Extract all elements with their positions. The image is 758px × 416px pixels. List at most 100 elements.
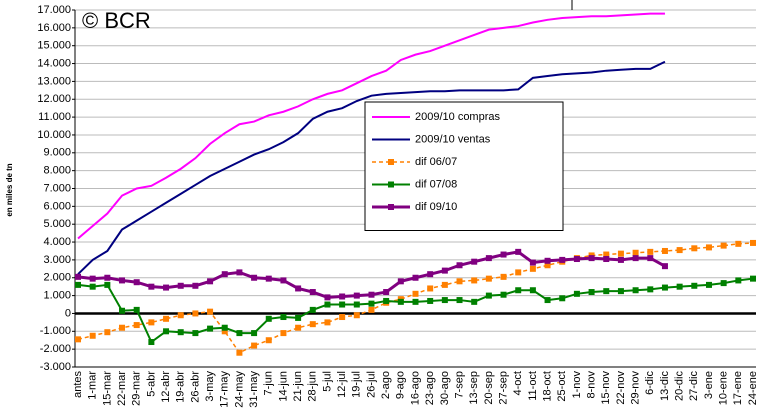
point-marker (163, 328, 170, 335)
point-marker (163, 315, 170, 322)
point-marker (441, 297, 448, 304)
y-tick-label: 3.000 (43, 254, 71, 266)
x-tick-label: 13-dic (659, 371, 671, 401)
x-tick-label: 17-ene (732, 371, 744, 405)
x-tick-label: 19-jul (351, 371, 363, 398)
y-tick-label: 2.000 (43, 272, 71, 284)
x-tick-label: 1-nov (571, 371, 583, 399)
x-tick-label: 19-abr (175, 371, 187, 403)
point-marker (485, 292, 492, 299)
y-tick-label: 15.000 (37, 40, 71, 52)
y-tick-label: 8.000 (43, 165, 71, 177)
point-marker (280, 330, 287, 337)
point-marker (89, 332, 96, 339)
x-tick-label: 29-mar (131, 371, 143, 406)
point-marker (75, 273, 81, 280)
y-tick-label: 10.000 (37, 129, 71, 141)
point-marker (573, 290, 580, 297)
x-tick-label: 6-dic (644, 371, 656, 395)
point-marker (309, 321, 316, 328)
y-tick-label: 16.000 (37, 22, 71, 34)
point-marker (324, 294, 331, 301)
legend-marker (388, 204, 394, 210)
point-marker (485, 275, 492, 282)
legend-label: dif 06/07 (415, 156, 457, 168)
point-marker (661, 263, 668, 270)
point-marker (720, 280, 727, 287)
point-marker (632, 249, 639, 256)
point-marker (368, 300, 375, 307)
point-marker (207, 308, 214, 315)
point-marker (251, 330, 258, 337)
point-marker (295, 285, 302, 292)
point-marker (339, 293, 346, 300)
x-tick-label: 24-ene (747, 371, 758, 405)
point-marker (192, 330, 199, 337)
point-marker (353, 292, 360, 299)
point-marker (177, 312, 184, 319)
x-tick-label: 11-oct (527, 371, 539, 401)
x-tick-label: 22-nov (615, 371, 627, 405)
x-tick-label: 5-jul (321, 371, 333, 392)
point-marker (75, 281, 81, 288)
point-marker (104, 281, 111, 288)
point-marker (471, 298, 478, 305)
x-tick-label: 24-may (233, 371, 245, 408)
point-marker (221, 324, 228, 331)
point-marker (515, 248, 522, 255)
point-marker (544, 257, 551, 264)
point-marker (544, 297, 551, 304)
x-tick-label: 29-nov (630, 371, 642, 405)
x-tick-label: 20-dic (674, 371, 686, 401)
point-marker (647, 286, 654, 293)
point-marker (471, 258, 478, 265)
point-marker (148, 339, 155, 346)
x-tick-label: 28-jun (307, 371, 319, 402)
point-marker (559, 256, 566, 263)
point-marker (119, 277, 126, 284)
point-marker (383, 297, 390, 304)
point-marker (661, 284, 668, 291)
point-marker (573, 256, 580, 263)
point-marker (89, 283, 96, 290)
point-marker (251, 274, 258, 281)
point-marker (368, 306, 375, 313)
point-marker (515, 269, 522, 276)
x-tick-label: 27-sep (497, 371, 509, 405)
point-marker (119, 324, 126, 331)
x-tick-label: 26-jul (365, 371, 377, 398)
point-marker (705, 281, 712, 288)
point-marker (236, 269, 243, 276)
point-marker (397, 278, 404, 285)
y-tick-label: 17.000 (37, 4, 71, 16)
point-marker (221, 271, 228, 278)
point-marker (133, 306, 140, 313)
point-marker (397, 298, 404, 305)
point-marker (529, 259, 536, 266)
point-marker (148, 283, 155, 290)
legend-label: 2009/10 compras (415, 111, 500, 123)
point-marker (368, 291, 375, 298)
point-marker (735, 277, 742, 284)
point-marker (617, 250, 624, 257)
y-tick-label: 1.000 (43, 290, 71, 302)
point-marker (192, 310, 199, 317)
point-marker (104, 274, 111, 281)
x-tick-label: 15-mar (101, 371, 113, 406)
x-tick-label: 17-may (219, 371, 231, 408)
point-marker (353, 301, 360, 308)
point-marker (427, 297, 434, 304)
x-tick-label: 9-ago (395, 371, 407, 399)
point-marker (236, 349, 243, 356)
point-marker (427, 285, 434, 292)
point-marker (119, 307, 126, 314)
point-marker (544, 262, 551, 269)
y-tick-label: -3.000 (40, 361, 71, 373)
legend-label: dif 09/10 (415, 201, 457, 213)
x-tick-label: 1-mar (87, 371, 99, 400)
x-tick-label: 31-may (248, 371, 260, 408)
x-tick-label: 3-may (204, 371, 216, 402)
y-tick-label: 9.000 (43, 147, 71, 159)
point-marker (265, 275, 272, 282)
